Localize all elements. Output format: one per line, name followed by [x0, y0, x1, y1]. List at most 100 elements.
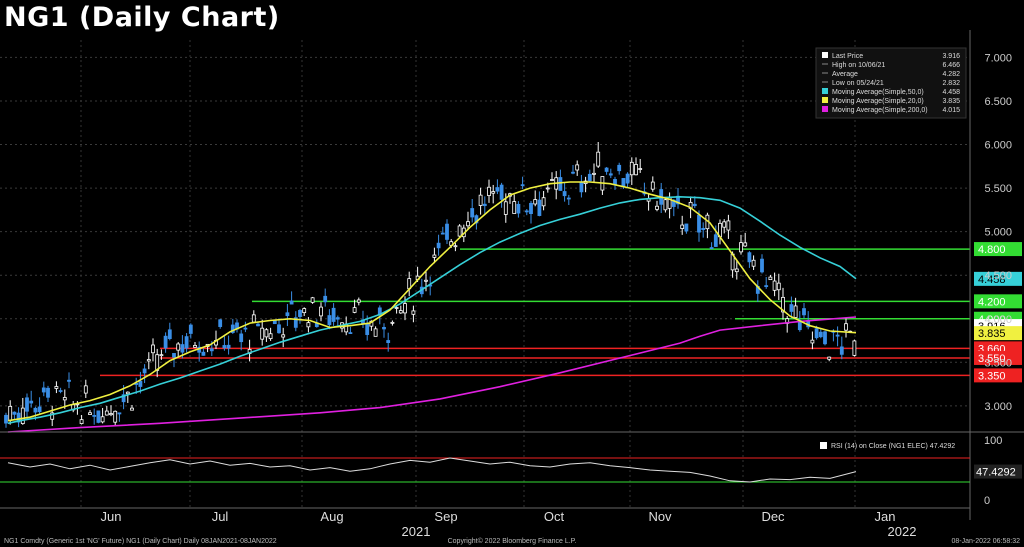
candle-down [440, 232, 445, 235]
legend-value: 6.466 [942, 62, 960, 69]
time-axis: Jun Jul Aug Sep Oct Nov Dec Jan 2021 2022 [0, 507, 970, 539]
candle-up [629, 161, 634, 176]
y-tick-label: 4.500 [984, 270, 1012, 282]
candle-up [487, 186, 491, 196]
candle-down [222, 345, 227, 349]
candle-up [319, 306, 323, 317]
level-label: 4.800 [978, 244, 1006, 256]
candle-down [209, 348, 214, 352]
candle-up [541, 197, 546, 207]
rsi-tick-label: 0 [984, 495, 990, 507]
candle-down [67, 379, 71, 382]
y-tick-label: 3.000 [984, 401, 1012, 413]
level-label: 3.350 [978, 370, 1006, 382]
candle-up [743, 242, 748, 247]
candle-up [373, 328, 378, 337]
footer-left: NG1 Comdty (Generic 1st 'NG' Future) NG1… [4, 538, 277, 545]
rsi-line [7, 457, 857, 483]
candle-down [537, 199, 542, 216]
candle-up [739, 242, 743, 253]
candle-down [298, 310, 302, 317]
candle-down [474, 215, 479, 224]
candle-down [201, 351, 206, 356]
candle-down [226, 344, 231, 349]
rsi-legend-label: RSI (14) on Close (NG1 ELEC) 47.4292 [831, 443, 955, 450]
level-tag [974, 368, 1022, 383]
candle-down [33, 407, 38, 413]
candle-down [701, 227, 706, 231]
candle-down [571, 171, 575, 174]
candle-down [327, 315, 332, 326]
candle-down [37, 406, 42, 413]
footer-center: Copyright© 2022 Bloomberg Finance L.P. [448, 537, 577, 545]
candle-up [550, 179, 554, 181]
candle-down [239, 333, 244, 343]
candle-down [184, 336, 189, 349]
candle-down [92, 415, 97, 417]
candle-down [445, 223, 449, 240]
candle-up [751, 259, 756, 267]
y-tick-label: 5.500 [984, 183, 1012, 195]
y-tick-label: 6.500 [984, 96, 1012, 108]
candle-down [12, 411, 17, 415]
candle-down [747, 252, 752, 263]
candle-up [655, 205, 659, 210]
candle-down [436, 242, 441, 249]
level-tag [974, 294, 1022, 309]
candle-up [352, 307, 357, 313]
ma50-line [7, 195, 857, 425]
candle-up [83, 385, 88, 394]
candle-up [768, 276, 773, 281]
candle-up [100, 416, 105, 423]
rsi-tag [974, 464, 1022, 479]
candle-up [638, 168, 643, 170]
candle-down [163, 335, 168, 349]
legend-label: Moving Average(Simple,200,0) [832, 107, 928, 114]
month-label: Dec [761, 509, 785, 524]
chart-title: NG1 (Daily Chart) [4, 2, 280, 33]
candle-up [726, 220, 731, 231]
candle-down [180, 344, 185, 353]
year-label: 2021 [402, 524, 431, 539]
candle-down [58, 390, 63, 392]
legend-label: Low on 05/24/21 [832, 80, 884, 87]
candle-down [348, 332, 353, 335]
candle-up [592, 172, 596, 175]
rsi-legend-swatch [820, 442, 827, 449]
legend-label: Last Price [832, 53, 863, 60]
candle-down [482, 203, 487, 207]
candle-up [281, 334, 286, 338]
candle-up [125, 391, 130, 395]
candle-down [335, 317, 340, 320]
candle-down [713, 234, 718, 247]
legend-label: Moving Average(Simple,50,0) [832, 89, 924, 96]
candle-up [533, 199, 538, 205]
rsi-tag-label: 47.4292 [976, 467, 1016, 479]
candle-up [457, 225, 462, 237]
candle-down [277, 324, 281, 334]
candle-down [802, 308, 806, 316]
legend-value: 2.832 [942, 80, 960, 87]
candle-up [432, 254, 437, 258]
candle-down [558, 177, 563, 191]
candle-down [692, 203, 697, 207]
candle-down [289, 300, 294, 305]
candle-up [663, 199, 668, 211]
candle-up [403, 303, 407, 314]
month-label: Nov [648, 509, 672, 524]
candle-up [394, 307, 399, 309]
candle-up [491, 191, 496, 194]
candle-down [218, 319, 223, 327]
candle-down [285, 312, 290, 317]
candle-up [512, 201, 517, 214]
candle-up [356, 299, 361, 303]
price-tag [974, 271, 1022, 286]
candle-down [243, 327, 248, 330]
year-label: 2022 [888, 524, 917, 539]
candle-down [520, 184, 525, 187]
candle-down [789, 304, 794, 312]
support-resistance-lines: 4.8004.2004.0003.6603.5503.3504.4583.916… [100, 242, 1022, 383]
footer-right: 08-Jan-2022 06:58:32 [952, 538, 1021, 545]
candle-up [634, 164, 638, 176]
